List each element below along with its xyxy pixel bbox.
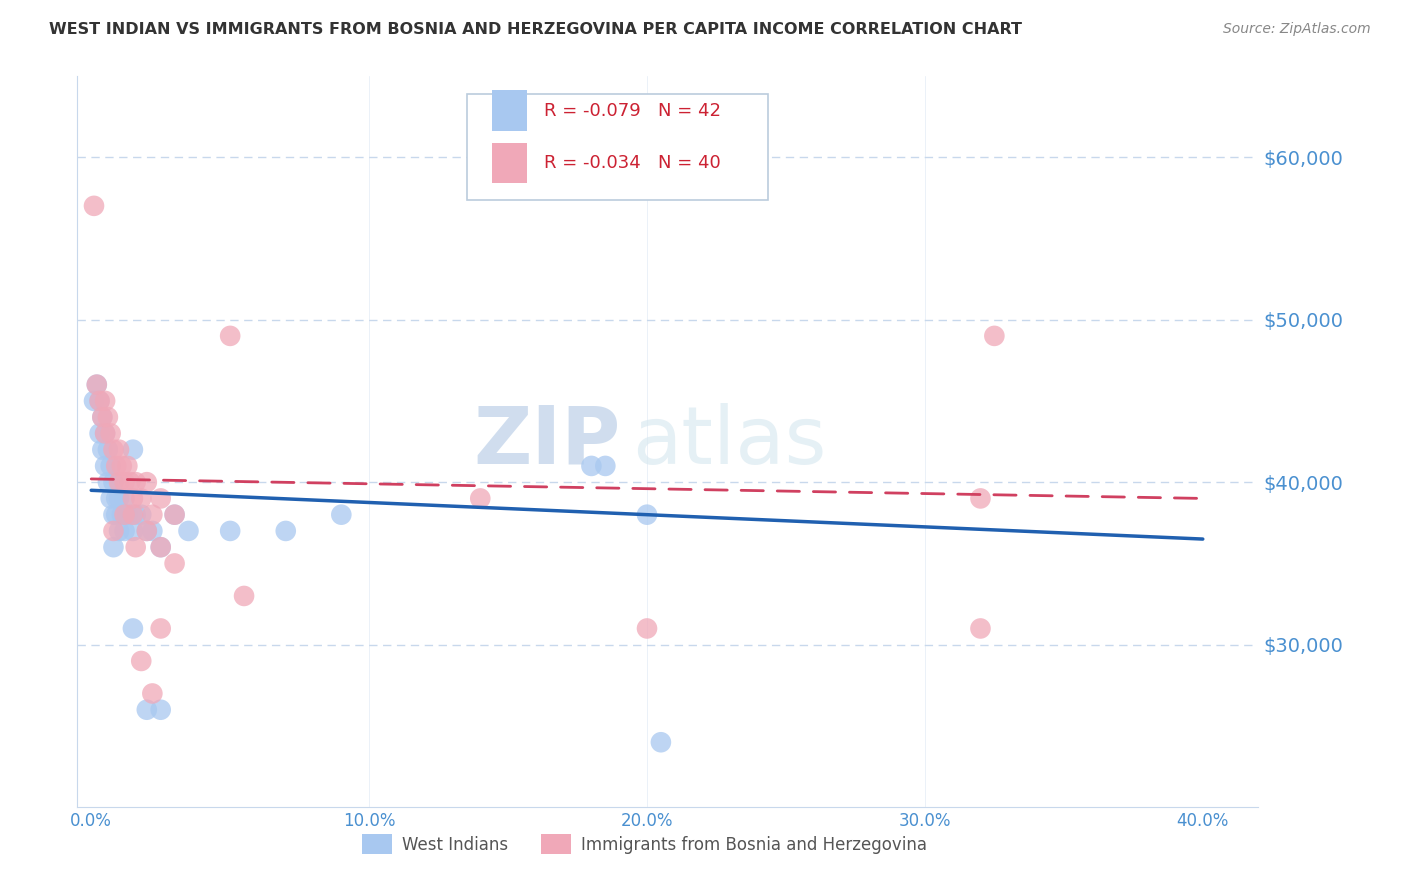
Point — [650, 735, 672, 749]
Point — [114, 491, 136, 506]
Point — [129, 654, 152, 668]
Point — [94, 426, 117, 441]
FancyBboxPatch shape — [492, 143, 527, 184]
Point — [149, 540, 172, 554]
Point — [163, 508, 186, 522]
Point — [141, 508, 163, 522]
Point — [114, 508, 136, 522]
Point — [94, 458, 117, 473]
Point — [135, 703, 157, 717]
Point — [129, 491, 152, 506]
Point — [581, 458, 603, 473]
Point — [89, 393, 111, 408]
Point — [129, 508, 152, 522]
Point — [100, 426, 122, 441]
Point — [114, 524, 136, 538]
Point — [122, 622, 145, 636]
Point — [97, 442, 120, 457]
Point — [100, 458, 122, 473]
Point — [149, 703, 172, 717]
Point — [108, 491, 131, 506]
Point — [86, 377, 108, 392]
Text: atlas: atlas — [633, 402, 827, 481]
Point — [97, 410, 120, 425]
Text: R = -0.034   N = 40: R = -0.034 N = 40 — [544, 154, 721, 172]
Point — [83, 199, 105, 213]
Point — [120, 475, 142, 490]
Point — [177, 524, 200, 538]
Point — [111, 458, 134, 473]
Point — [117, 458, 139, 473]
Point — [105, 508, 128, 522]
Point — [149, 491, 172, 506]
Point — [969, 491, 991, 506]
Legend: West Indians, Immigrants from Bosnia and Herzegovina: West Indians, Immigrants from Bosnia and… — [354, 828, 934, 861]
Point — [125, 540, 148, 554]
Text: Source: ZipAtlas.com: Source: ZipAtlas.com — [1223, 22, 1371, 37]
Point — [135, 524, 157, 538]
Point — [105, 458, 128, 473]
Point — [219, 329, 242, 343]
Point — [330, 508, 353, 522]
Point — [83, 393, 105, 408]
Point — [100, 491, 122, 506]
Point — [103, 508, 125, 522]
Point — [108, 524, 131, 538]
Point — [122, 491, 145, 506]
Point — [91, 442, 114, 457]
Point — [94, 426, 117, 441]
Point — [122, 508, 145, 522]
Point — [163, 508, 186, 522]
Point — [595, 458, 617, 473]
Point — [111, 508, 134, 522]
Point — [149, 622, 172, 636]
Point — [233, 589, 256, 603]
Point — [122, 442, 145, 457]
Point — [94, 393, 117, 408]
Point — [135, 475, 157, 490]
Point — [108, 442, 131, 457]
Point — [91, 410, 114, 425]
Point — [89, 393, 111, 408]
Point — [108, 475, 131, 490]
Point — [103, 442, 125, 457]
Point — [219, 524, 242, 538]
Point — [86, 377, 108, 392]
Point — [163, 557, 186, 571]
Text: R = -0.079   N = 42: R = -0.079 N = 42 — [544, 102, 721, 120]
FancyBboxPatch shape — [492, 90, 527, 130]
Point — [114, 475, 136, 490]
Point — [97, 475, 120, 490]
Point — [125, 475, 148, 490]
Point — [103, 475, 125, 490]
Point — [141, 524, 163, 538]
Point — [89, 426, 111, 441]
Point — [636, 622, 658, 636]
Point — [105, 491, 128, 506]
Point — [91, 410, 114, 425]
FancyBboxPatch shape — [467, 95, 768, 200]
Point — [125, 508, 148, 522]
Point — [274, 524, 297, 538]
Point — [983, 329, 1005, 343]
Point — [636, 508, 658, 522]
Point — [122, 524, 145, 538]
Text: ZIP: ZIP — [474, 402, 620, 481]
Point — [117, 508, 139, 522]
Point — [135, 524, 157, 538]
Text: WEST INDIAN VS IMMIGRANTS FROM BOSNIA AND HERZEGOVINA PER CAPITA INCOME CORRELAT: WEST INDIAN VS IMMIGRANTS FROM BOSNIA AN… — [49, 22, 1022, 37]
Point — [103, 540, 125, 554]
Point — [141, 686, 163, 700]
Point — [969, 622, 991, 636]
Point — [103, 524, 125, 538]
Point — [470, 491, 492, 506]
Point — [149, 540, 172, 554]
